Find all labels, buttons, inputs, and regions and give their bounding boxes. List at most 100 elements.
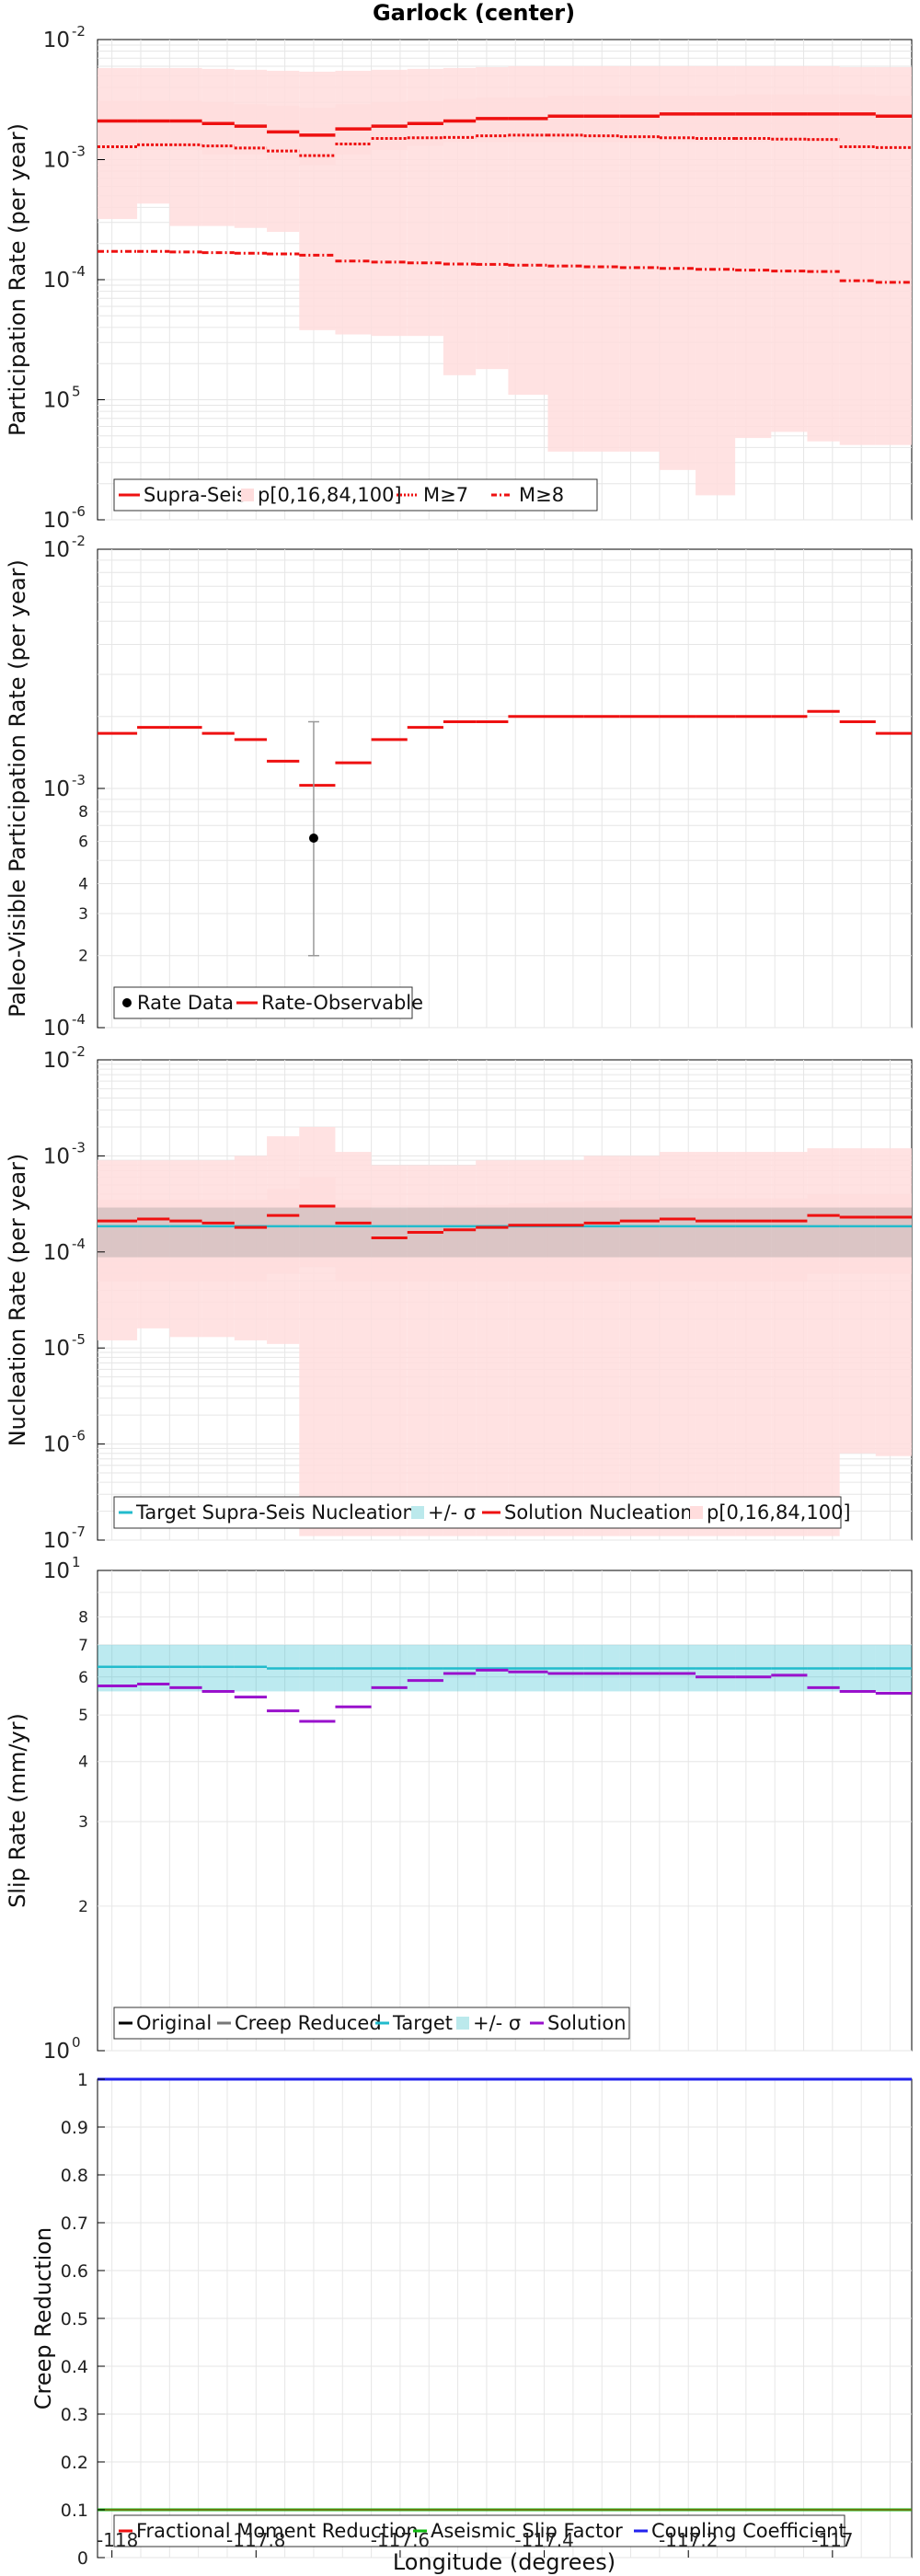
band-cell [234,1199,268,1282]
y-tick-label: 0.8 [61,2166,88,2186]
band-cell [299,1207,336,1258]
tick-base: 10 [43,1144,70,1168]
x-tick-label: -117.8 [226,2529,285,2551]
y-tick-label: 0.5 [61,2309,88,2329]
legend-label-m8: M≥8 [519,484,564,506]
y-axis-label: Participation Rate (per year) [5,123,30,436]
legend-label-m7: M≥7 [423,484,468,506]
legend: Original Creep Reduced Target +/- σ Solu… [113,2007,630,2040]
y-tick-label: 10 [43,777,70,801]
series [98,709,912,957]
legend-box [113,1496,842,1529]
legend-label-original: Original [136,2012,212,2034]
legend-box [113,478,598,512]
band-cell [98,1644,138,1692]
legend-swatch-band [690,1506,703,1519]
y-tick-exponent: -3 [72,1139,86,1156]
band-cell [875,96,912,146]
y-tick-exponent: 0 [72,2034,81,2051]
y-tick-label: 0.2 [61,2453,88,2473]
x-tick-label: -117.2 [659,2529,718,2551]
creep-panel: 0 0.1 0.2 0.3 0.4 0.5 0.6 0.7 0.8 0.9 1 Creep Redu… [30,2070,913,2575]
y-tick-exponent: -2 [72,533,86,549]
tick-base: 10 [43,149,70,173]
y-tick-label: 10 [43,149,70,173]
band-cell [696,1207,736,1258]
band-cell [201,1207,235,1258]
legend-label-rate-obs: Rate-Observable [261,992,423,1014]
y-minor-label: 4 [78,875,88,893]
y-tick-exponent: -2 [72,1043,86,1060]
band-cell [735,1207,772,1258]
nucleation-panel: 10-710-610-510-410-310-2 Nucleation Rate… [5,1043,913,1553]
legend: Rate Data Rate-Observable [113,986,423,1019]
legend-swatch-sigma [411,1506,424,1519]
legend-box [113,2514,845,2547]
y-tick-label: 10 [43,1049,70,1073]
band-cell [619,1207,660,1258]
y-minor-label: 3 [78,905,88,924]
y-minor-label: 6 [78,834,88,852]
band-cell [137,1199,170,1282]
band-cell [476,1207,509,1258]
band-cell [807,1193,840,1273]
legend-label-rate-data: Rate Data [137,992,234,1014]
band-cell [169,1644,202,1692]
tick-base: 10 [43,2040,70,2064]
tick-base: 10 [43,1049,70,1073]
chart-title: Garlock (center) [373,0,575,26]
tick-base: 10 [43,1559,70,1583]
y-tick-exponent: -5 [72,1331,86,1348]
band-cell [875,1207,912,1258]
y-minor-label: 3 [78,1813,88,1832]
y-minor-label: 8 [78,1609,88,1627]
band-cell [169,100,202,151]
x-tick-label: -118 [97,2529,138,2551]
legend-label-solution: Solution Nucleation [504,1501,693,1524]
band-cell [619,96,660,143]
y-tick-label: 10 [43,538,70,562]
tick-base: 10 [43,1017,70,1041]
y-tick-label: 10 [43,509,70,533]
y-minor-label: 2 [78,1898,88,1916]
legend: Target Supra-Seis Nucleation +/- σ Solut… [113,1496,851,1529]
y-ticks: 0 0.1 0.2 0.3 0.4 0.5 0.6 0.7 0.8 0.9 1 [61,2070,105,2569]
legend: Supra-Seis p[0,16,84,100] M≥7 M≥8 [113,478,598,512]
y-ticks: 10 -610 510 -410 -310 -2 [43,23,105,533]
y-minor-label: 7 [78,1637,88,1655]
band-cell [407,1207,443,1282]
band-cell [443,1207,477,1258]
legend-label-sigma: +/- σ [473,2012,521,2034]
band-cell [234,104,268,155]
y-tick-exponent: -7 [72,1524,86,1540]
y-tick-exponent: -6 [72,503,86,520]
y-minor-label: 2 [78,948,88,966]
y-tick-label: 0.9 [61,2118,88,2138]
band-cell [169,1199,202,1282]
legend-box [113,986,413,1019]
band-cell [839,94,876,146]
band-cell [234,1644,268,1692]
band-cell [508,1207,548,1258]
x-tick-label: -117.6 [371,2529,430,2551]
legend-label-supra: Supra-Seis [144,484,247,506]
y-tick-label: 10 [43,1433,70,1457]
y-tick-label: 0 [77,2548,88,2569]
tick-base: 10 [43,389,70,413]
grid [98,1570,912,2052]
band-cell [267,1189,300,1273]
x-tick-label: -117.4 [514,2529,573,2551]
band-cell [771,94,808,143]
y-tick-label: 10 [43,1559,70,1583]
band-cell [299,1177,336,1267]
y-tick-label: 0.3 [61,2405,88,2425]
legend-label-target: Target [392,2012,453,2034]
band-cell [659,1207,696,1258]
tick-base: 10 [43,1433,70,1457]
band-cell [771,1207,808,1258]
y-tick-label: 10 [43,1241,70,1265]
band-cell [583,1201,620,1282]
